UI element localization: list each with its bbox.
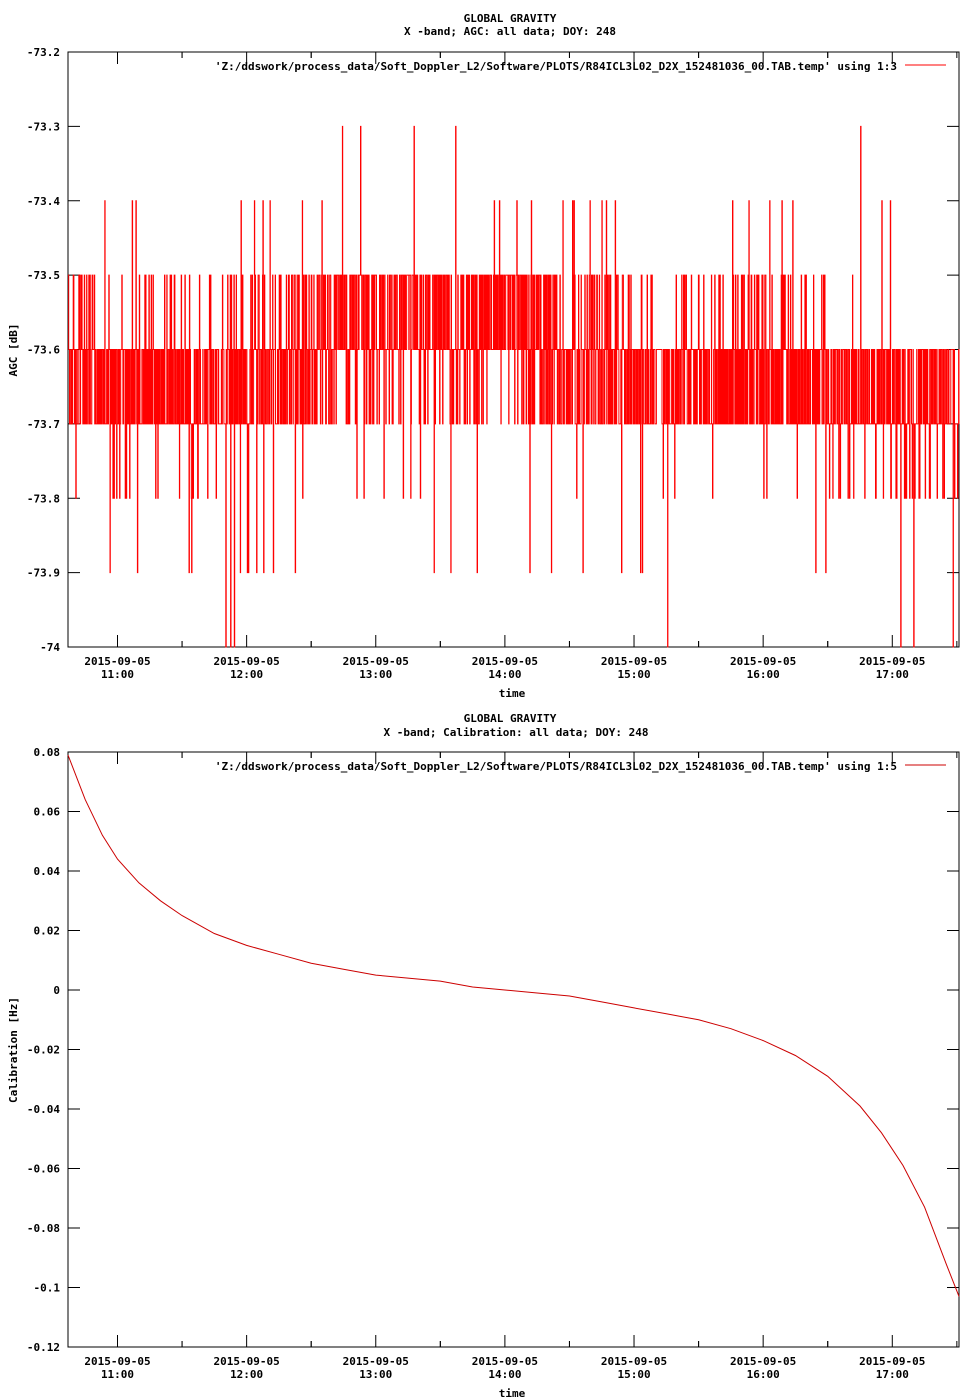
calibration-x-tick-time-label: 16:00 (747, 1368, 780, 1381)
calibration-x-tick-time-label: 11:00 (101, 1368, 134, 1381)
agc-x-axis-label: time (499, 687, 526, 700)
calibration-series-line (67, 754, 960, 1297)
agc-y-tick-label: -73.7 (27, 418, 60, 431)
agc-x-tick-date-label: 2015-09-05 (859, 655, 925, 668)
agc-x-tick-time-label: 13:00 (359, 668, 392, 681)
calibration-y-tick-label: 0.08 (34, 746, 61, 759)
agc-chart-title: GLOBAL GRAVITY (464, 12, 557, 25)
agc-x-tick-date-label: 2015-09-05 (343, 655, 409, 668)
agc-y-axis-label: AGC [dB] (7, 324, 20, 377)
calibration-y-tick-label: -0.1 (34, 1282, 61, 1295)
calibration-y-tick-label: -0.02 (27, 1044, 60, 1057)
calibration-x-tick-date-label: 2015-09-05 (343, 1355, 409, 1368)
agc-x-tick-date-label: 2015-09-05 (214, 655, 280, 668)
agc-x-tick-time-label: 12:00 (230, 668, 263, 681)
calibration-legend: 'Z:/ddswork/process_data/Soft_Doppler_L2… (215, 760, 946, 773)
agc-x-tick-date-label: 2015-09-05 (472, 655, 538, 668)
calibration-chart: GLOBAL GRAVITY X -band; Calibration: all… (7, 712, 960, 1400)
agc-y-tick-label: -73.6 (27, 344, 60, 357)
agc-x-tick-time-label: 15:00 (617, 668, 650, 681)
calibration-x-tick-date-label: 2015-09-05 (84, 1355, 150, 1368)
calibration-y-tick-label: -0.04 (27, 1103, 60, 1116)
agc-y-tick-label: -73.4 (27, 195, 60, 208)
agc-x-tick-time-label: 17:00 (876, 668, 909, 681)
calibration-y-tick-label: -0.08 (27, 1222, 60, 1235)
agc-x-tick-time-label: 16:00 (747, 668, 780, 681)
calibration-legend-label: 'Z:/ddswork/process_data/Soft_Doppler_L2… (215, 760, 897, 773)
calibration-chart-subtitle: X -band; Calibration: all data; DOY: 248 (384, 726, 649, 739)
agc-legend-label: 'Z:/ddswork/process_data/Soft_Doppler_L2… (215, 60, 897, 73)
calibration-x-tick-date-label: 2015-09-05 (730, 1355, 796, 1368)
agc-axis-ticks: -73.2 -73.3 -73.4 -73.5 -73.6 -73.7 -73.8 -73.9… (27, 46, 959, 681)
agc-legend: 'Z:/ddswork/process_data/Soft_Doppler_L2… (215, 60, 946, 73)
calibration-plot-frame (67, 751, 960, 1348)
calibration-x-tick-date-label: 2015-09-05 (859, 1355, 925, 1368)
agc-y-tick-label: -73.9 (27, 567, 60, 580)
agc-series-line (68, 125, 960, 648)
calibration-x-tick-date-label: 2015-09-05 (214, 1355, 280, 1368)
agc-x-tick-time-label: 11:00 (101, 668, 134, 681)
agc-y-tick-label: -74 (40, 641, 60, 654)
agc-chart: GLOBAL GRAVITY X -band; AGC: all data; D… (7, 12, 960, 700)
calibration-x-tick-time-label: 12:00 (230, 1368, 263, 1381)
calibration-x-axis-label: time (499, 1387, 526, 1400)
calibration-x-tick-time-label: 14:00 (488, 1368, 521, 1381)
calibration-y-tick-label: 0.06 (34, 806, 61, 819)
agc-chart-subtitle: X -band; AGC: all data; DOY: 248 (404, 25, 616, 38)
agc-x-tick-time-label: 14:00 (488, 668, 521, 681)
agc-x-tick-date-label: 2015-09-05 (601, 655, 667, 668)
calibration-y-tick-label: 0.02 (34, 925, 61, 938)
calibration-chart-title: GLOBAL GRAVITY (464, 712, 557, 725)
calibration-y-axis-label: Calibration [Hz] (7, 997, 20, 1103)
agc-y-tick-label: -73.3 (27, 120, 60, 133)
calibration-x-tick-time-label: 13:00 (359, 1368, 392, 1381)
calibration-y-tick-label: -0.06 (27, 1163, 60, 1176)
calibration-x-tick-date-label: 2015-09-05 (472, 1355, 538, 1368)
calibration-series-layer (67, 754, 960, 1297)
calibration-y-tick-label: 0 (53, 984, 60, 997)
calibration-x-tick-time-label: 15:00 (617, 1368, 650, 1381)
agc-y-tick-label: -73.2 (27, 46, 60, 59)
calibration-x-tick-time-label: 17:00 (876, 1368, 909, 1381)
agc-x-tick-date-label: 2015-09-05 (84, 655, 150, 668)
calibration-y-tick-label: -0.12 (27, 1341, 60, 1354)
agc-series-layer (68, 125, 960, 648)
agc-y-tick-label: -73.8 (27, 492, 60, 505)
calibration-x-tick-date-label: 2015-09-05 (601, 1355, 667, 1368)
agc-y-tick-label: -73.5 (27, 269, 60, 282)
calibration-y-tick-label: 0.04 (34, 865, 61, 878)
calibration-axis-ticks: 0.08 0.06 0.04 0.02 0 -0.02 -0.04 -0.06 -0.08 -0.… (27, 746, 959, 1381)
agc-x-tick-date-label: 2015-09-05 (730, 655, 796, 668)
